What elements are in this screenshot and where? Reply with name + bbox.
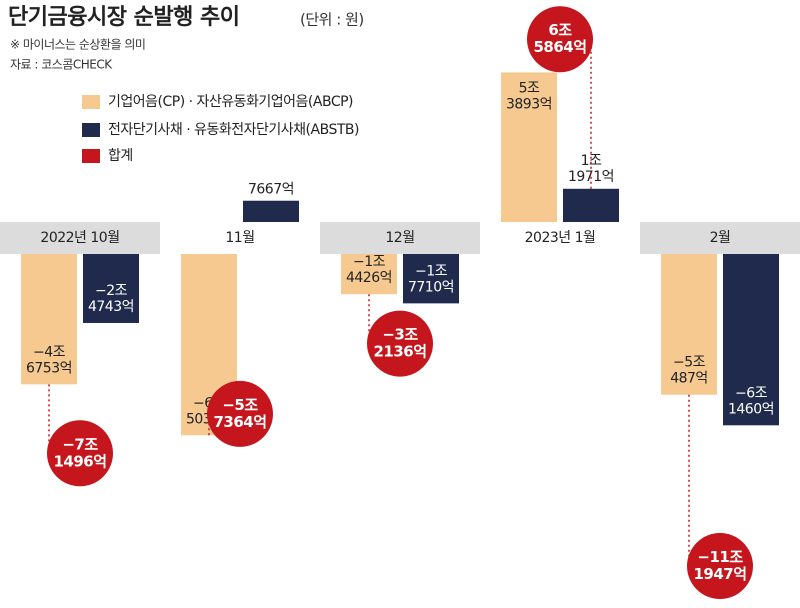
value-label: 7667억 <box>248 182 294 198</box>
value-label: −1조 <box>415 263 448 279</box>
x-tick-label: 2월 <box>710 230 731 246</box>
chart-title: 단기금융시장 순발행 추이 <box>8 5 239 30</box>
value-label: 487억 <box>670 371 708 387</box>
total-label: 2136억 <box>373 343 426 361</box>
category-band <box>0 222 160 254</box>
category-band <box>320 222 480 254</box>
value-label: 3893억 <box>506 96 552 112</box>
bar <box>563 188 619 222</box>
legend-label: 기업어음(CP) · 자산유동화기업어음(ABCP) <box>108 94 353 110</box>
category-band <box>640 222 800 254</box>
legend-swatch <box>82 123 100 137</box>
note: ※ 마이너스는 순상환을 의미 <box>10 38 145 52</box>
x-tick-label: 11월 <box>225 230 254 246</box>
value-label: 5조 <box>519 80 540 96</box>
value-label: 4743억 <box>88 299 134 315</box>
legend-swatch <box>82 95 100 109</box>
total-label: −11조 <box>697 548 743 566</box>
value-label: 1460억 <box>728 401 774 417</box>
value-label: −1조 <box>353 254 386 270</box>
total-label: 1947억 <box>693 565 746 583</box>
bar <box>21 254 77 385</box>
x-tick-label: 2023년 1월 <box>525 230 596 246</box>
category-band <box>480 222 640 254</box>
bar <box>341 254 397 295</box>
legend-label: 전자단기사채 · 유동화전자단기사채(ABSTB) <box>108 122 359 138</box>
value-label: −6조 <box>735 385 768 401</box>
chart-subtitle: (단위 : 원) <box>300 11 364 29</box>
x-tick-label: 12월 <box>385 230 414 246</box>
value-label: −4조 <box>33 344 66 360</box>
total-label: −3조 <box>382 326 418 344</box>
value-label: −5조 <box>673 355 706 371</box>
total-marker <box>527 6 593 73</box>
bar <box>243 200 299 222</box>
total-label: −5조 <box>222 396 258 414</box>
total-label: −7조 <box>62 435 98 453</box>
category-band <box>160 222 320 254</box>
total-marker <box>367 310 433 377</box>
bar <box>723 254 779 426</box>
value-label: 4426억 <box>346 270 392 286</box>
source: 자료 : 코스콤CHECK <box>10 58 113 72</box>
bar <box>661 254 717 395</box>
total-label: 1496억 <box>53 452 106 470</box>
value-label: 1조 <box>581 153 602 169</box>
x-tick-label: 2022년 10월 <box>40 230 119 246</box>
total-label: 7364억 <box>213 413 266 431</box>
total-marker <box>47 420 113 487</box>
value-label: 6753억 <box>26 360 72 376</box>
legend-label: 합계 <box>108 148 133 164</box>
value-label: −2조 <box>95 283 128 299</box>
total-label: 6조 <box>548 21 572 39</box>
total-marker <box>687 533 753 600</box>
bar <box>403 254 459 304</box>
value-label: 7710억 <box>408 279 454 295</box>
total-label: 5864억 <box>533 38 586 56</box>
total-marker <box>207 380 273 447</box>
legend-swatch <box>82 149 100 163</box>
bar <box>501 72 557 222</box>
bar <box>83 254 139 323</box>
